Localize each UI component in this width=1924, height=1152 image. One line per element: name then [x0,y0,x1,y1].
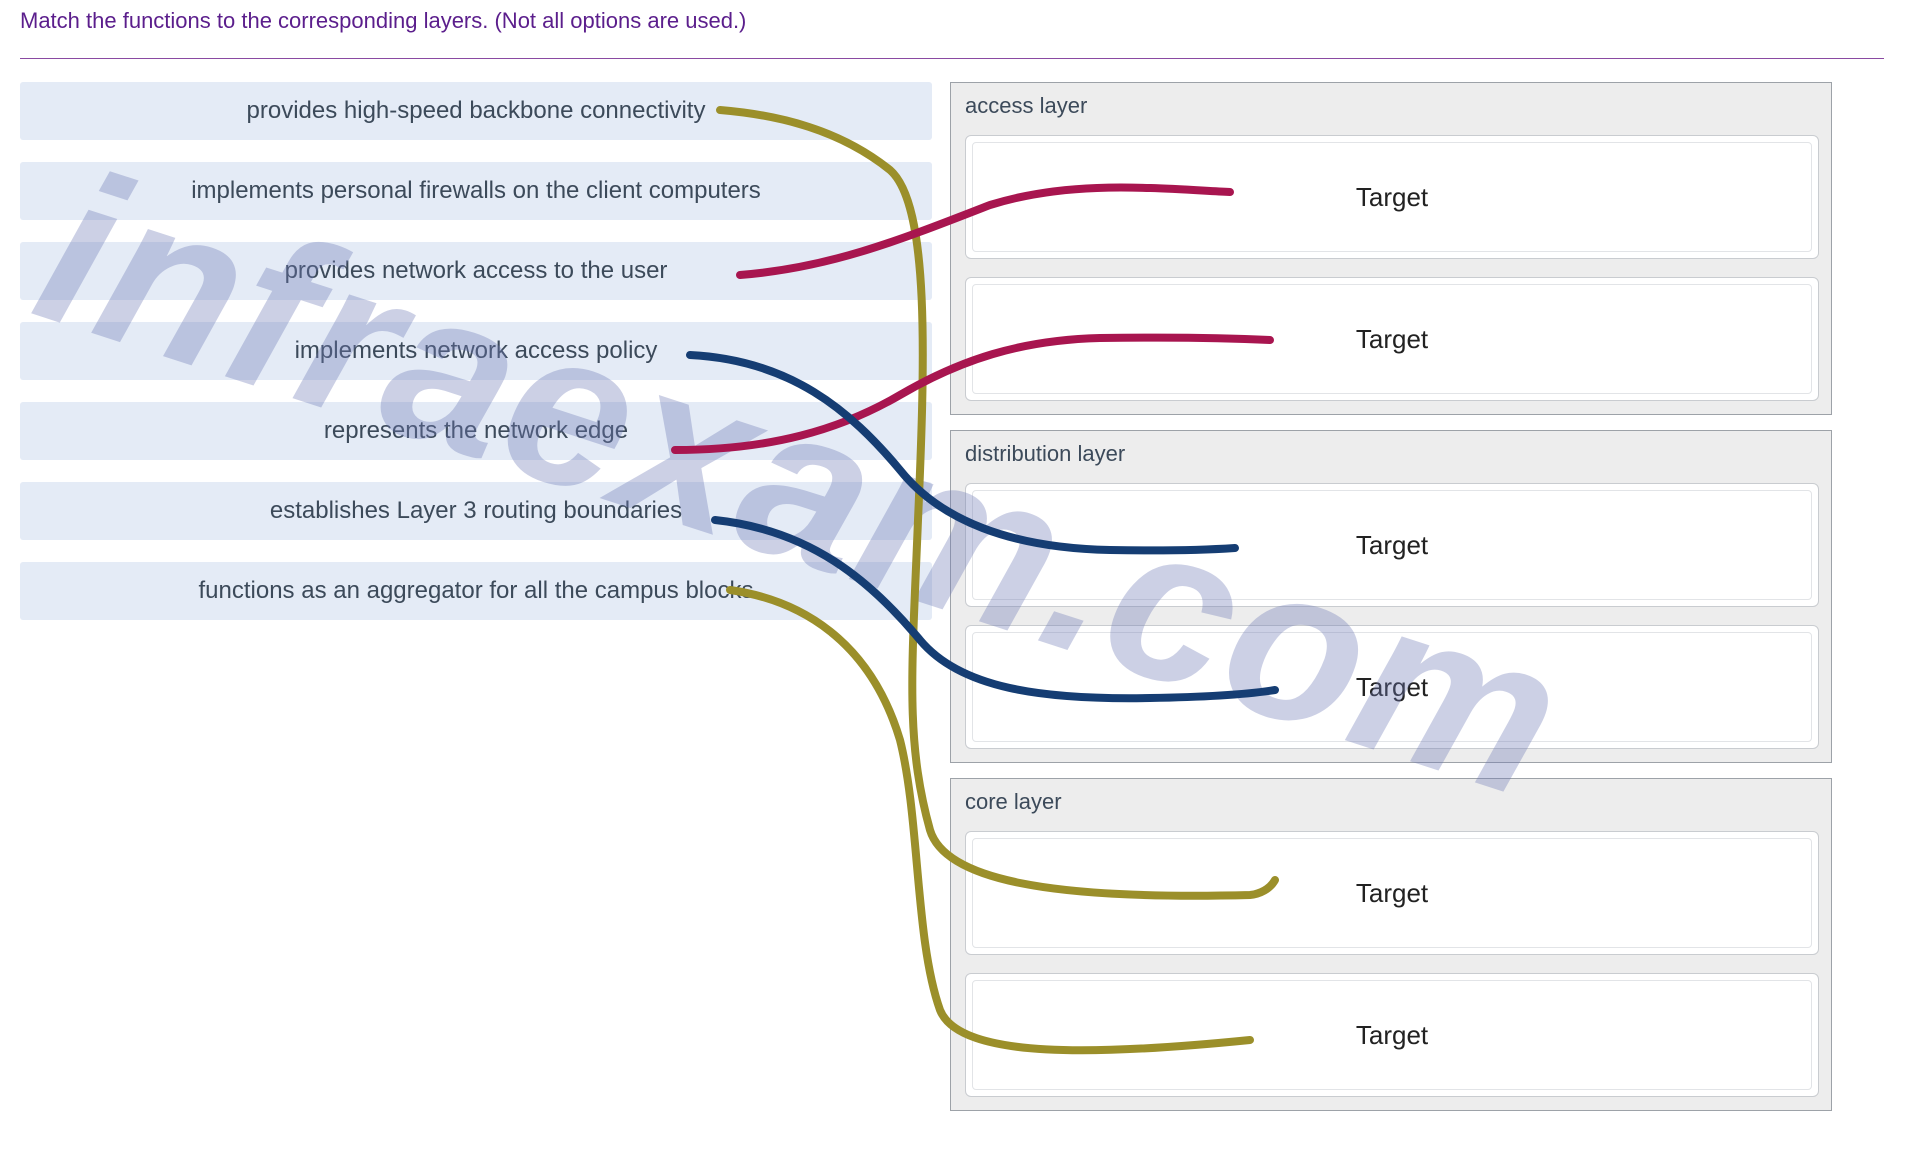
drop-target[interactable]: Target [965,483,1819,607]
option-label: functions as an aggregator for all the c… [199,577,754,605]
drop-target[interactable]: Target [965,973,1819,1097]
drop-target[interactable]: Target [965,831,1819,955]
target-label: Target [1356,324,1428,355]
option-item[interactable]: represents the network edge [20,402,932,460]
option-label: establishes Layer 3 routing boundaries [270,497,682,525]
option-label: provides high-speed backbone connectivit… [247,97,706,125]
drop-target[interactable]: Target [965,625,1819,749]
divider [20,58,1884,59]
target-label: Target [1356,182,1428,213]
target-label: Target [1356,878,1428,909]
target-group: core layer Target Target [950,778,1832,1111]
option-label: provides network access to the user [285,257,668,285]
option-item[interactable]: implements personal firewalls on the cli… [20,162,932,220]
drop-target[interactable]: Target [965,277,1819,401]
target-group: distribution layer Target Target [950,430,1832,763]
drop-target[interactable]: Target [965,135,1819,259]
target-label: Target [1356,530,1428,561]
canvas: Match the functions to the corresponding… [0,0,1924,1152]
question-text: Match the functions to the corresponding… [20,8,746,34]
option-item[interactable]: provides high-speed backbone connectivit… [20,82,932,140]
option-item[interactable]: functions as an aggregator for all the c… [20,562,932,620]
target-label: Target [1356,1020,1428,1051]
option-item[interactable]: implements network access policy [20,322,932,380]
option-item[interactable]: establishes Layer 3 routing boundaries [20,482,932,540]
target-group: access layer Target Target [950,82,1832,415]
group-title: core layer [965,789,1062,815]
group-title: access layer [965,93,1087,119]
group-title: distribution layer [965,441,1125,467]
option-label: implements network access policy [295,337,658,365]
target-label: Target [1356,672,1428,703]
option-label: implements personal firewalls on the cli… [191,177,761,205]
option-label: represents the network edge [324,417,628,445]
option-item[interactable]: provides network access to the user [20,242,932,300]
